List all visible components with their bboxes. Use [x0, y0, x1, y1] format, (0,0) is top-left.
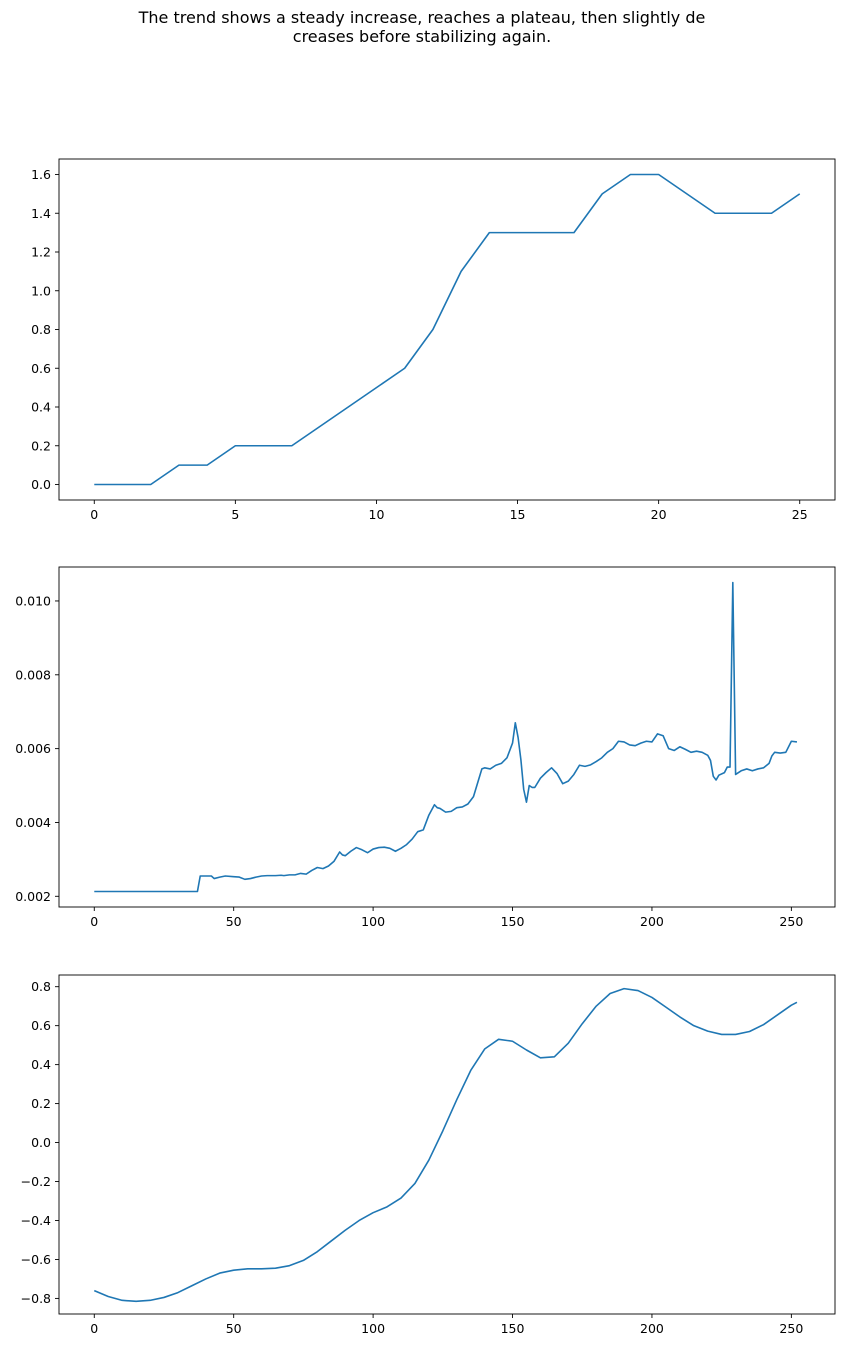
plot-frame	[58, 566, 836, 908]
y-tick-label: 0.6	[31, 1018, 51, 1033]
y-tick-label: 0.8	[31, 979, 51, 994]
x-tick-label: 250	[779, 1321, 803, 1336]
y-tick-label: 0.2	[31, 1096, 51, 1111]
y-tick-label: 1.4	[31, 206, 51, 221]
x-tick-label: 15	[510, 507, 526, 522]
y-tick-label: 0.002	[15, 889, 51, 904]
plot-frame	[58, 974, 836, 1315]
y-tick-label: −0.4	[21, 1213, 51, 1228]
y-tick-label: 0.010	[15, 593, 51, 608]
y-tick-label: 0.0	[31, 477, 51, 492]
x-tick-label: 0	[90, 914, 98, 929]
x-tick-label: 25	[792, 507, 808, 522]
subplot-3: 0 50 100 150 200 250 −0.8 −0.6 −0.4 −0.2 0.0 0.2 0.4…	[21, 974, 836, 1336]
y-tick-label: 0.4	[31, 1057, 51, 1072]
x-tick-label: 200	[640, 1321, 664, 1336]
y-tick-label: 0.0	[31, 1135, 51, 1150]
x-tick-label: 150	[501, 1321, 525, 1336]
x-tick-label: 250	[779, 914, 803, 929]
figure-title-line-1: The trend shows a steady increase, reach…	[138, 8, 706, 27]
y-tick-label: 1.0	[31, 283, 51, 298]
subplot-2: 0 50 100 150 200 250 0.002 0.004 0.006 0.008 0.010	[15, 566, 836, 929]
y-tick-label: 0.2	[31, 438, 51, 453]
subplot-1: 0 5 10 15 20 25 0.0 0.2 0.4 0.6 0.8 1.0 1.2 1.4 1.6	[31, 158, 836, 522]
figure-title-line-2: creases before stabilizing again.	[292, 27, 552, 46]
y-tick-label: 0.6	[31, 361, 51, 376]
figure-title: The trend shows a steady increase, reach…	[0, 8, 844, 46]
y-tick-label: −0.2	[21, 1174, 51, 1189]
x-tick-label: 100	[361, 914, 385, 929]
x-tick-label: 150	[501, 914, 525, 929]
y-tick-label: −0.8	[21, 1291, 51, 1306]
x-tick-label: 10	[369, 507, 385, 522]
x-tick-label: 0	[90, 507, 98, 522]
x-tick-label: 50	[226, 914, 242, 929]
series-line	[93, 987, 798, 1303]
y-tick-label: 0.008	[15, 667, 51, 682]
y-tick-label: 0.8	[31, 322, 51, 337]
y-tick-label: 0.006	[15, 741, 51, 756]
x-tick-label: 50	[226, 1321, 242, 1336]
series-line	[94, 581, 798, 893]
y-tick-label: 0.4	[31, 400, 51, 415]
x-tick-label: 20	[651, 507, 667, 522]
plot-frame	[58, 158, 836, 501]
x-tick-label: 0	[90, 1321, 98, 1336]
y-tick-label: 1.2	[31, 245, 51, 260]
y-tick-label: 0.004	[15, 815, 51, 830]
series-line	[94, 173, 801, 486]
x-tick-label: 5	[231, 507, 239, 522]
y-tick-label: −0.6	[21, 1252, 51, 1267]
y-tick-label: 1.6	[31, 167, 51, 182]
x-tick-label: 200	[640, 914, 664, 929]
x-tick-label: 100	[361, 1321, 385, 1336]
